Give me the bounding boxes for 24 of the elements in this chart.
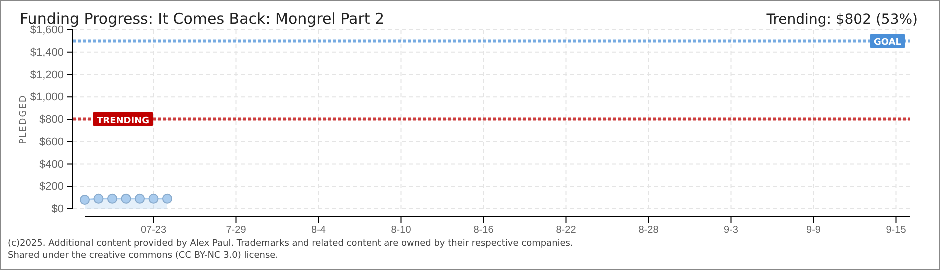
y-tick-label: $1,400 [30, 46, 64, 59]
x-tick-label: 07-23 [140, 225, 167, 236]
y-tick-label: $200 [40, 181, 64, 194]
x-tick-label: 9-3 [724, 225, 739, 236]
y-axis-title: PLEDGED [19, 94, 29, 144]
ref-line-label: TRENDING [97, 116, 150, 126]
x-tick-label: 8-4 [312, 225, 326, 236]
y-tick-label: $0 [52, 204, 64, 216]
text: (c)2025. Additional content provided by Alex Paul. Trademarks and related content are owned by their respective companies. [8, 239, 574, 249]
y-tick-label: $1,200 [30, 69, 64, 82]
ref-line-label: GOAL [874, 38, 902, 48]
x-tick-label: 8-28 [638, 225, 660, 236]
x-tick-label: 9-9 [806, 225, 822, 236]
text: Shared under the creative commons (CC BY-NC 3.0) license. [8, 251, 279, 261]
x-tick-label: 9-15 [886, 225, 907, 236]
x-tick-label: 8-16 [474, 225, 494, 236]
chart-subtitle: Trending: $802 (53%) [766, 12, 918, 28]
y-tick-label: $1,000 [30, 92, 64, 104]
y-tick-label: $800 [40, 114, 64, 126]
x-tick-label: 7-29 [226, 225, 247, 236]
x-tick-label: 8-22 [556, 225, 577, 236]
x-tick-label: 8-10 [391, 225, 412, 236]
y-tick-label: $600 [40, 136, 64, 148]
y-tick-label: $400 [40, 158, 64, 171]
